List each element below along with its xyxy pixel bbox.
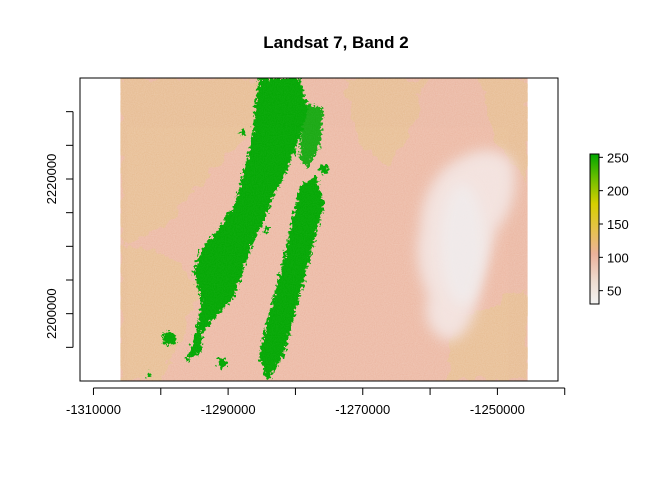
legend-tick-label: 150 bbox=[607, 217, 629, 232]
raster-image bbox=[120, 78, 528, 381]
legend-tick-label: 50 bbox=[607, 284, 621, 299]
x-tick-label: -1290000 bbox=[201, 402, 256, 417]
raster-overlay-texture bbox=[120, 78, 528, 381]
legend-tick-label: 100 bbox=[607, 250, 629, 265]
x-tick-label: -1310000 bbox=[66, 402, 121, 417]
plot-frame bbox=[79, 77, 559, 382]
y-tick-label: 2200000 bbox=[44, 288, 59, 339]
map-title: Landsat 7, Band 2 bbox=[263, 33, 408, 52]
x-tick-label: -1270000 bbox=[335, 402, 390, 417]
x-axis: -1310000 -1290000 -1270000 -1250000 bbox=[66, 387, 566, 417]
x-tick-label: -1250000 bbox=[470, 402, 525, 417]
legend-colorbar bbox=[589, 153, 600, 305]
y-axis: 2200000 2220000 bbox=[44, 111, 74, 348]
color-legend: 50 100 150 200 250 bbox=[589, 150, 629, 305]
y-tick-label: 2220000 bbox=[44, 154, 59, 205]
legend-tick-label: 200 bbox=[607, 184, 629, 199]
legend-tick-label: 250 bbox=[607, 150, 629, 165]
